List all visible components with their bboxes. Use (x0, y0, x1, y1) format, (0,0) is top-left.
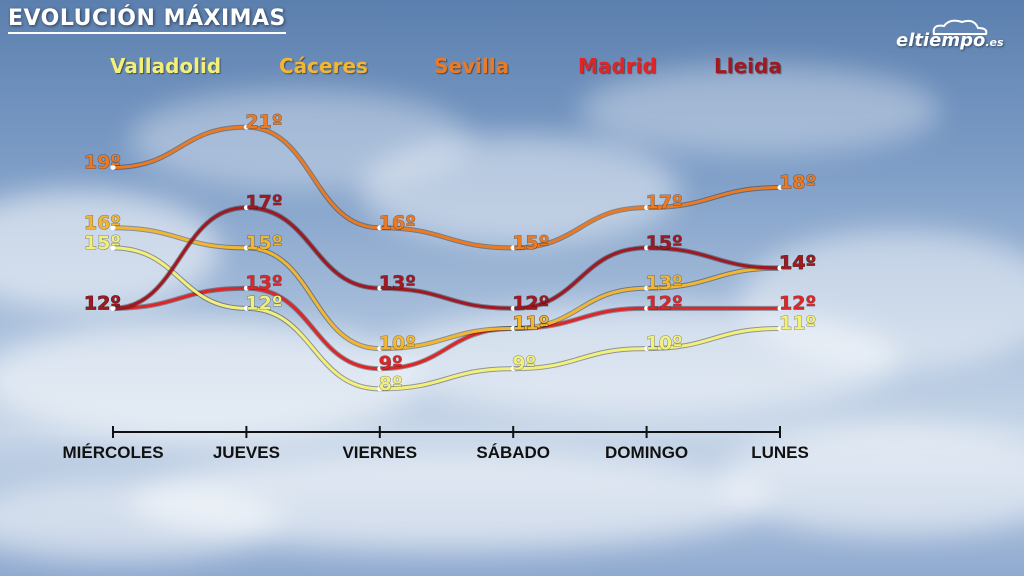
data-point-sevilla (243, 124, 249, 130)
data-point-caceres (644, 285, 650, 291)
cloud-icon (932, 19, 988, 35)
data-point-valladolid (377, 386, 383, 392)
data-label-sevilla: 17º (646, 192, 683, 214)
page-title: EVOLUCIÓN MÁXIMAS (8, 6, 286, 34)
data-label-sevilla: 21º (245, 111, 282, 133)
data-point-valladolid (110, 245, 116, 251)
data-label-madrid: 12º (646, 292, 683, 314)
data-point-lleida (510, 305, 516, 311)
data-label-lleida: 14º (779, 252, 816, 274)
series-line-shadow-sevilla (112, 124, 781, 251)
data-label-lleida: 12º (84, 292, 121, 314)
data-label-lleida: 13º (379, 272, 416, 294)
brand-name: eltiempo (896, 30, 986, 51)
legend-lleida: Lleida (714, 54, 782, 78)
data-point-madrid (644, 305, 650, 311)
data-point-valladolid (777, 325, 783, 331)
data-point-sevilla (510, 245, 516, 251)
data-point-sevilla (377, 225, 383, 231)
x-tick-label: DOMINGO (605, 443, 688, 462)
data-label-sevilla: 18º (779, 172, 816, 194)
data-point-caceres (243, 245, 249, 251)
data-label-sevilla: 19º (84, 151, 121, 173)
data-point-caceres (110, 225, 116, 231)
legend-madrid: Madrid (578, 54, 657, 78)
data-label-caceres: 15º (245, 232, 282, 254)
legend-sevilla: Sevilla (434, 54, 510, 78)
series-line-shadow-valladolid (112, 245, 781, 392)
legend-valladolid: Valladolid (110, 54, 222, 78)
data-label-valladolid: 15º (84, 232, 121, 254)
series-line-caceres (112, 226, 781, 351)
x-tick-label: LUNES (751, 443, 809, 462)
data-point-caceres (377, 346, 383, 352)
data-label-lleida: 17º (245, 192, 282, 214)
data-label-caceres: 14º (779, 252, 816, 274)
data-label-lleida: 15º (646, 232, 683, 254)
legend-caceres: Cáceres (279, 54, 368, 78)
data-point-lleida (644, 245, 650, 251)
data-point-lleida (777, 265, 783, 271)
data-point-sevilla (110, 164, 116, 170)
data-point-lleida (243, 205, 249, 211)
data-point-valladolid (644, 346, 650, 352)
data-label-valladolid: 12º (245, 292, 282, 314)
data-label-valladolid: 9º (512, 353, 536, 375)
brand-suffix: .es (985, 36, 1004, 49)
data-label-madrid: 12º (779, 292, 816, 314)
data-label-valladolid: 10º (646, 333, 683, 355)
data-point-sevilla (777, 185, 783, 191)
series-line-lleida (112, 206, 781, 310)
series-line-sevilla (112, 125, 781, 250)
data-point-lleida (377, 285, 383, 291)
x-tick-label: SÁBADO (476, 443, 550, 462)
data-label-madrid: 11º (512, 312, 549, 334)
data-label-valladolid: 8º (379, 373, 403, 395)
x-tick-label: MIÉRCOLES (62, 443, 163, 462)
series-line-valladolid (112, 246, 781, 391)
data-label-sevilla: 15º (512, 232, 549, 254)
data-point-madrid (777, 305, 783, 311)
series-line-madrid (112, 286, 780, 371)
data-label-sevilla: 16º (379, 212, 416, 234)
data-label-lleida: 12º (512, 292, 549, 314)
data-point-caceres (510, 325, 516, 331)
x-tick-label: JUEVES (213, 443, 280, 462)
data-label-caceres: 11º (512, 312, 549, 334)
data-label-valladolid: 11º (779, 312, 816, 334)
data-point-valladolid (243, 305, 249, 311)
data-point-madrid (377, 366, 383, 372)
data-point-valladolid (510, 366, 516, 372)
x-tick-label: VIERNES (342, 443, 417, 462)
data-label-caceres: 13º (646, 272, 683, 294)
brand-logo: eltiempo.es (896, 30, 1004, 51)
data-point-sevilla (644, 205, 650, 211)
data-point-madrid (243, 285, 249, 291)
data-label-caceres: 10º (379, 333, 416, 355)
data-label-madrid: 13º (245, 272, 282, 294)
data-point-lleida (110, 305, 116, 311)
data-label-caceres: 16º (84, 212, 121, 234)
data-label-madrid: 9º (379, 353, 403, 375)
